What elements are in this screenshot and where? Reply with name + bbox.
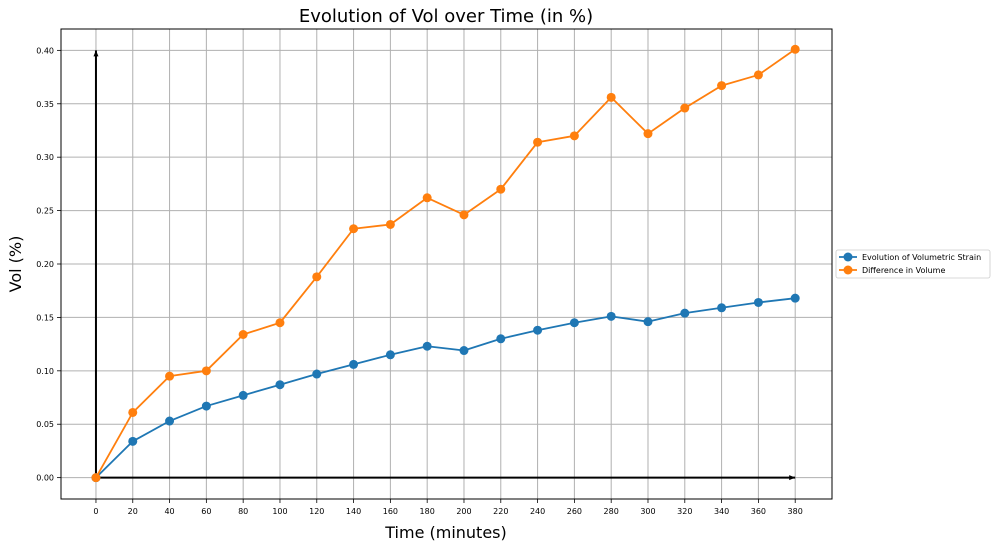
y-tick-label: 0.05 [36,420,54,429]
y-tick-label: 0.30 [36,153,54,162]
y-tick-label: 0.10 [36,367,54,376]
data-point [680,103,690,113]
y-axis-label: Vol (%) [6,236,25,293]
x-tick-label: 340 [714,507,729,516]
data-point [643,129,653,139]
annotation-arrowhead [789,475,796,481]
data-point [275,380,285,390]
data-point [385,219,395,229]
data-point [422,193,432,203]
x-tick-label: 320 [677,507,692,516]
data-point [753,70,763,80]
data-point [717,81,727,91]
data-point [753,297,763,307]
data-point [569,131,579,141]
x-tick-label: 0 [93,507,98,516]
data-point [790,44,800,54]
y-tick-label: 0.35 [36,100,54,109]
y-axis-ticks: 0.00 0.05 0.10 0.15 0.20 0.25 0.30 0.35 0.40 [36,46,61,483]
data-point [238,330,248,339]
data-point [496,334,506,344]
x-tick-label: 140 [346,507,361,516]
data-point [312,272,322,282]
x-tick-label: 200 [456,507,471,516]
data-point [422,341,432,351]
data-point [790,293,800,303]
grid [61,29,832,499]
data-point [717,303,727,313]
x-tick-label: 40 [164,507,174,516]
data-point [349,359,359,369]
data-point [496,184,506,194]
x-axis-ticks: 0 20 40 60 80 100 120 140 160 180 200 220 240 260 280 3… [93,499,803,516]
x-tick-label: 80 [238,507,248,516]
annotation-arrowhead [93,50,99,57]
legend-label-difference: Difference in Volume [862,266,945,275]
y-tick-label: 0.40 [36,46,54,55]
series-volumetric-strain [91,293,800,483]
data-point [128,436,138,446]
data-point [165,371,175,381]
data-point [643,317,653,327]
x-tick-label: 120 [309,507,324,516]
x-tick-label: 20 [128,507,138,516]
legend-item-strain: Evolution of Volumetric Strain [839,252,981,262]
data-point [533,137,543,147]
legend-label-strain: Evolution of Volumetric Strain [862,253,981,262]
x-tick-label: 180 [420,507,435,516]
legend-box [835,249,991,279]
data-point [128,407,138,417]
data-point [91,473,101,483]
x-tick-label: 240 [530,507,545,516]
x-tick-label: 280 [604,507,619,516]
data-point [201,366,211,376]
data-point [459,346,469,356]
y-tick-label: 0.25 [36,207,54,216]
x-axis-label: Time (minutes) [384,523,507,542]
legend: Evolution of Volumetric Strain Differenc… [835,249,991,279]
data-point [680,308,690,318]
series-line [95,297,796,479]
x-tick-label: 160 [383,507,398,516]
legend-marker-strain [843,252,853,262]
y-tick-label: 0.00 [36,474,54,483]
annotation-arrows [93,50,796,481]
data-point [606,92,616,102]
x-tick-label: 380 [788,507,803,516]
x-tick-label: 60 [201,507,211,516]
x-tick-label: 100 [272,507,287,516]
data-point [275,318,285,328]
data-point [459,210,469,220]
data-point [569,318,579,328]
series-layer [91,44,800,483]
x-tick-label: 260 [567,507,582,516]
data-point [201,401,211,411]
y-tick-label: 0.20 [36,260,54,269]
x-tick-label: 300 [640,507,655,516]
chart-title: Evolution of Vol over Time (in %) [299,6,593,27]
data-point [312,369,322,379]
x-tick-label: 220 [493,507,508,516]
legend-marker-difference [843,265,853,275]
series-line [95,48,796,479]
data-point [606,311,616,321]
data-point [533,325,543,335]
data-point [165,416,175,426]
data-point [238,390,248,400]
data-point [349,224,359,234]
data-point [385,350,395,360]
x-tick-label: 360 [751,507,766,516]
series-difference-in-volume [91,44,800,483]
legend-item-difference: Difference in Volume [839,265,945,275]
y-tick-label: 0.15 [36,313,54,322]
